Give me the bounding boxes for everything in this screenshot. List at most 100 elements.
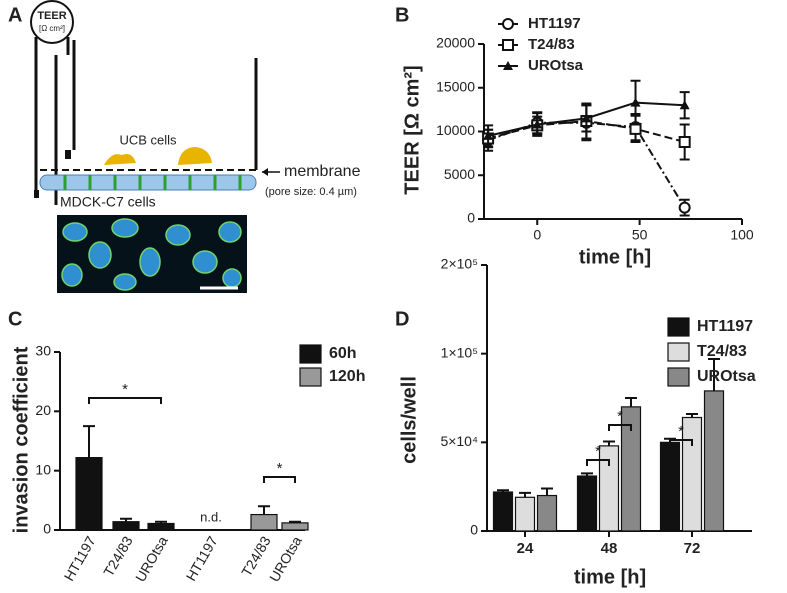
bar [576,475,598,532]
legend-swatch [299,367,322,387]
x-axis-label: time [h] [574,566,646,588]
marker [679,100,690,110]
legend-label: UROtsa [697,368,756,385]
legend-label: HT1197 [528,15,581,32]
junctions [63,175,242,190]
bar [281,522,309,531]
ucb-cells [104,147,212,165]
y-tick-label: 20 [35,402,51,418]
x-tick-label: T24/83 [100,533,136,579]
error-bar [258,505,270,515]
error-bar [519,491,531,498]
error-bar [625,397,637,407]
teer-label: TEER [37,10,66,22]
y-tick-label: 15000 [436,78,475,94]
y-axis-label: invasion coefficient [10,346,32,533]
significance-bracket [263,476,296,483]
cells-label: UCB cells [119,132,177,147]
marker [532,119,543,129]
significance-bracket [586,459,610,466]
legend-marker [502,39,514,51]
x-tick-label: 72 [684,540,701,557]
legend-label: 60h [329,345,357,362]
y-tick-label: 20000 [436,35,475,51]
x-tick-label: 50 [632,227,648,243]
bar [75,457,103,531]
legend-swatch [299,344,322,364]
x-tick-label: 24 [517,540,534,557]
legend-label: 120h [329,368,365,385]
legend-swatch [667,342,690,362]
significance-label: * [678,423,684,440]
arrow-head [262,168,268,176]
bar [492,491,514,532]
legend-marker [502,18,514,30]
mdck-label: MDCK-C7 cells [60,194,156,210]
annotation: n.d. [200,509,222,524]
error-bar [83,425,95,458]
meter [30,0,74,44]
y-axis-label: TEER [Ω cm²] [401,65,423,194]
error-bar [541,487,553,496]
bar [112,521,140,531]
x-tick-label: 0 [533,227,541,243]
legend-label: HT1197 [697,318,753,335]
y-tick-label: 1×10⁵ [441,344,478,360]
electrode-tip [34,190,39,198]
y-axis-label: cells/well [398,376,420,464]
significance-label: * [617,408,623,425]
significance-label: * [595,443,601,460]
x-tick-label: HT1197 [61,533,99,583]
x-tick-label: UROtsa [132,533,171,584]
x-axis-label: time [h] [579,246,651,268]
bar [598,445,620,532]
bar [703,390,725,532]
y-tick-label: 0 [467,210,475,226]
y-tick-label: 5000 [444,166,475,182]
y-tick-label: 0 [43,521,51,537]
bar [514,496,536,532]
panel-label: C [8,308,22,330]
marker [483,130,494,140]
electrode-tip [65,150,71,159]
significance-label: * [277,460,283,477]
teer-unit: [Ω cm²] [39,24,65,33]
x-tick-label: 100 [730,227,754,243]
mdck-layer [39,174,257,191]
marker [678,201,691,214]
legend-label: T24/83 [528,36,575,53]
significance-bracket [88,397,162,404]
legend-swatch [667,317,690,337]
panel-label: A [8,4,22,26]
bar [620,406,642,532]
bar [659,441,681,532]
significance-label: * [122,381,128,398]
bar [536,494,558,532]
significance-bracket [608,424,632,431]
x-tick-label: 48 [601,540,618,557]
bar [681,416,703,532]
bar [147,522,175,531]
x-tick-label: HT1197 [183,533,221,583]
y-tick-label: 5×10⁴ [440,433,478,449]
marker [678,136,691,148]
panel-a: A TEER [Ω cm²] UCB cells membrane (pore … [8,0,361,293]
y-tick-label: 30 [35,343,51,359]
marker [630,97,641,107]
panel-label: D [395,308,409,330]
panel-label: B [395,4,409,26]
significance-bracket [669,439,693,446]
marker [581,113,592,123]
legend-swatch [667,367,690,387]
y-tick-label: 2×10⁵ [441,256,478,272]
nuclei [61,218,242,291]
y-tick-label: 10 [35,461,51,477]
bar [250,513,278,531]
error-bar [603,440,615,446]
legend-label: UROtsa [528,57,584,74]
membrane-label: membrane [284,163,361,180]
legend-marker [503,61,513,70]
electrodes [34,37,76,205]
legend-label: T24/83 [697,343,747,360]
